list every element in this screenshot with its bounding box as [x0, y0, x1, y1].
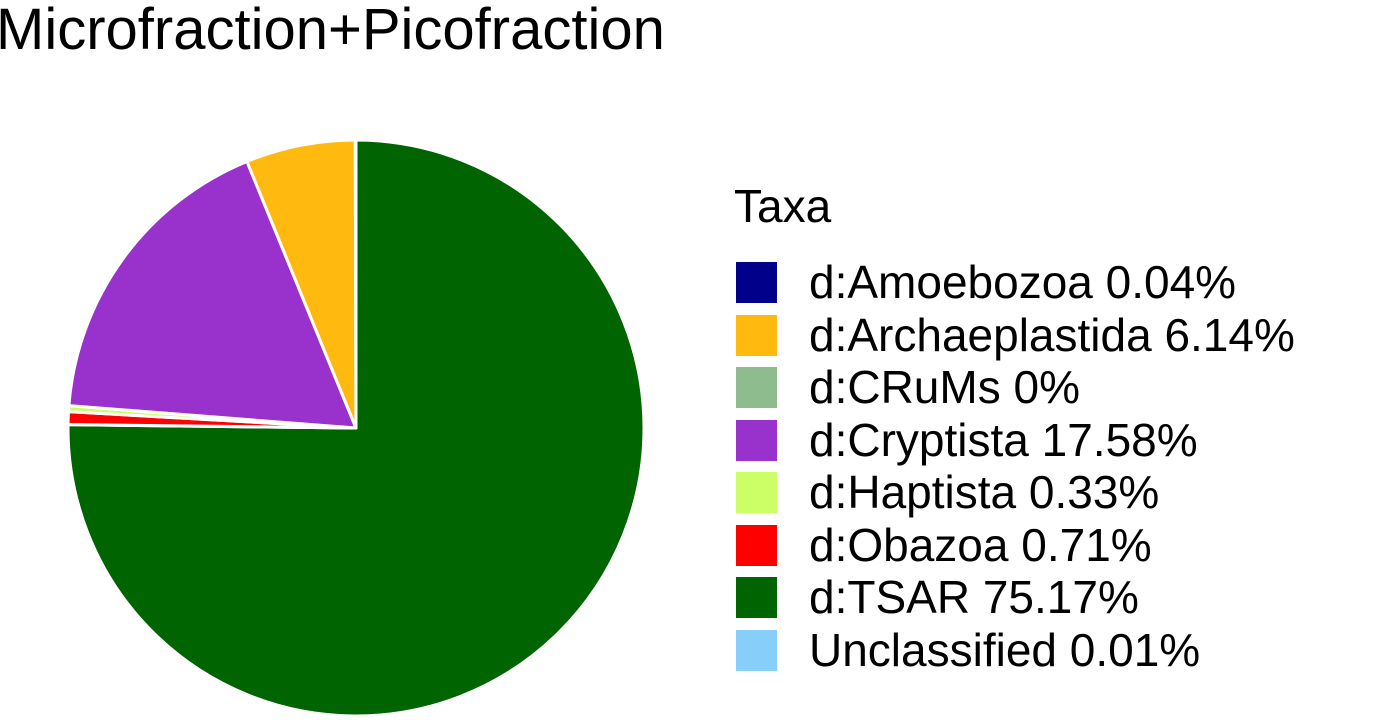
pie-slice: [67, 159, 358, 430]
legend-swatch: [736, 472, 777, 513]
legend-label: d:Obazoa 0.71%: [809, 518, 1152, 571]
legend-label: d:Amoebozoa 0.04%: [809, 256, 1237, 308]
legend-label: d:TSAR 75.17%: [809, 571, 1139, 623]
legend-swatch: [736, 262, 777, 303]
legend-swatch: [736, 524, 777, 566]
legend-swatch: [736, 314, 777, 356]
legend-label: Unclassified 0.01%: [809, 623, 1201, 676]
legend-swatch: [736, 419, 777, 461]
legend-label: d:Haptista 0.33%: [809, 466, 1160, 518]
chart-title: Microfraction+Picofraction: [0, 0, 665, 62]
legend-label: d:Archaeplastida 6.14%: [809, 308, 1295, 361]
pie-slice: [353, 138, 358, 430]
pie-chart: [66, 138, 646, 718]
legend-title: Taxa: [734, 180, 832, 232]
legend-label: d:Cryptista 17.58%: [809, 413, 1198, 466]
legend-swatch: [736, 629, 777, 671]
legend-swatch: [736, 577, 777, 618]
legend-label: d:CRuMs 0%: [809, 361, 1080, 413]
legend-swatch: [736, 367, 777, 408]
pie-slice: [66, 138, 646, 718]
